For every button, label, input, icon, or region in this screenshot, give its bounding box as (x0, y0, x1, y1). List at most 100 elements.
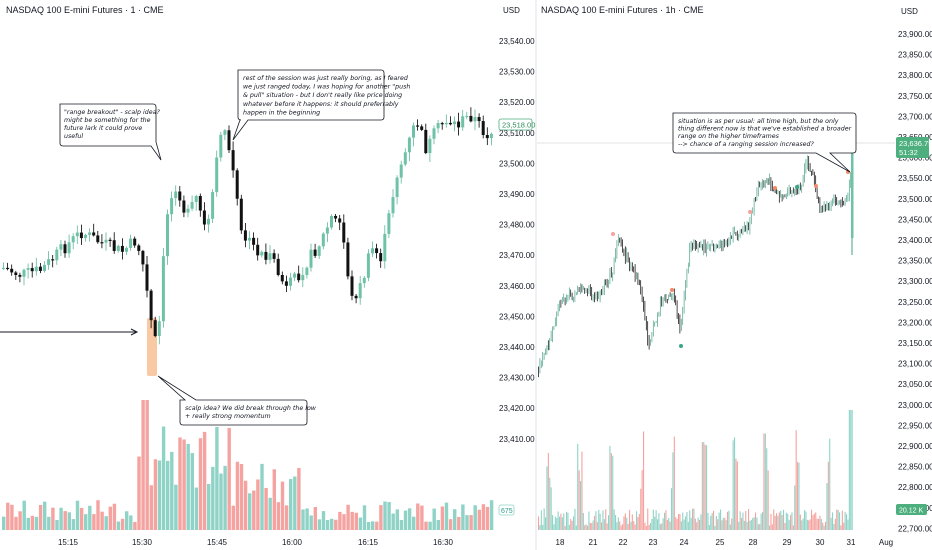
volume-bar (38, 504, 43, 530)
volume-bar (841, 510, 843, 530)
volume-bar (631, 514, 633, 530)
candle-body (120, 245, 124, 252)
left-callout-scalp-idea[interactable]: scalp idea? We did break through the low… (157, 375, 317, 426)
volume-bar (809, 519, 811, 530)
volume-bar (18, 511, 22, 530)
price-tick-label: 23,440.00 (499, 343, 535, 352)
volume-bar (170, 451, 174, 530)
volume-bar (141, 400, 145, 530)
left-volume-badge: 675 (498, 504, 515, 516)
volume-bar (612, 455, 614, 530)
left-volume-bars (2, 400, 494, 530)
candle-body (489, 133, 493, 139)
candle-body (457, 121, 461, 128)
volume-bar (825, 521, 827, 530)
candle-body (276, 258, 280, 275)
candle-body (371, 248, 374, 254)
price-tick-label: 22,950.00 (898, 421, 932, 430)
volume-bar (843, 522, 845, 530)
candle-body (477, 117, 481, 122)
volume-bar (538, 516, 540, 530)
candle-body (190, 201, 194, 209)
candle-body (284, 281, 288, 286)
right-price-axis[interactable]: 23,900.00 23,850.00 23,800.00 23,750.00 23,7… (898, 30, 932, 533)
candle-body (47, 259, 51, 265)
volume-bar (840, 525, 842, 530)
volume-bar (550, 487, 552, 530)
candle-body (63, 244, 67, 254)
price-tick-label: 23,470.00 (499, 251, 535, 260)
volume-bar (676, 518, 678, 530)
left-time-axis[interactable]: 15:15 15:30 15:45 16:00 16:15 16:30 (58, 538, 454, 547)
volume-bar (539, 525, 541, 530)
volume-bar (850, 410, 852, 530)
candle-body (461, 116, 465, 128)
volume-bar (658, 513, 660, 530)
volume-bar (755, 512, 757, 530)
volume-bar (557, 511, 559, 530)
volume-bar (763, 433, 765, 530)
volume-bar (613, 509, 615, 530)
candle-body (243, 230, 247, 241)
volume-bar (610, 453, 612, 530)
volume-bar (190, 453, 194, 530)
left-price-axis[interactable]: 23,540.0023,530.0023,520.0023,510.0023,5… (499, 37, 535, 444)
volume-bar (622, 524, 624, 530)
volume-bar (687, 521, 689, 530)
left-callout-session-boring[interactable]: rest of the session was just really bori… (232, 69, 410, 141)
volume-bar (194, 487, 199, 530)
candle-body (289, 277, 292, 286)
right-time-axis[interactable]: 18 21 22 23 24 25 28 29 30 31 Aug (556, 538, 894, 547)
price-tick-label: 23,200.00 (898, 318, 932, 327)
right-chart-pane[interactable]: NASDAQ 100 E-mini Futures · 1h · CME USD… (537, 5, 932, 547)
candle-body (301, 274, 305, 281)
volume-bar (601, 522, 603, 530)
candle-body (141, 250, 145, 265)
volume-bar (198, 438, 203, 530)
volume-bar (633, 521, 635, 530)
left-callout-session-boring-text: rest of the session was just really bori… (243, 74, 410, 116)
volume-bar (685, 516, 687, 530)
candle-body (207, 218, 210, 225)
left-candles (2, 107, 493, 345)
volume-bar (701, 442, 703, 530)
volume-bar (104, 516, 108, 530)
volume-bar (721, 520, 723, 530)
time-tick-label: 23 (649, 538, 658, 547)
volume-bar (645, 525, 647, 530)
volume-bar (839, 512, 841, 530)
time-tick-label: 25 (716, 538, 725, 547)
volume-bar (608, 515, 610, 530)
volume-bar (771, 524, 773, 530)
candle-body (79, 232, 83, 239)
right-currency-label[interactable]: USD (901, 7, 918, 16)
candle-body (145, 264, 149, 291)
volume-bar (574, 508, 576, 530)
left-callout-range-breakout[interactable]: "range breakout" - scalp idea? might be s… (59, 103, 162, 161)
volume-bar (694, 518, 696, 530)
price-tick-label: 23,350.00 (898, 257, 932, 266)
volume-bar (587, 525, 589, 530)
left-currency-label[interactable]: USD (503, 6, 520, 15)
volume-bar (59, 507, 63, 530)
price-tick-label: 23,480.00 (499, 221, 535, 230)
candle-body (157, 321, 161, 337)
right-current-price: 23,636.75 (899, 139, 932, 148)
candle-body (354, 295, 358, 299)
left-chart-pane[interactable]: NASDAQ 100 E-mini Futures · 1 · CME USD … (0, 5, 535, 547)
volume-bar (826, 483, 828, 530)
volume-bar (215, 426, 219, 530)
right-callout-ath[interactable]: situation is as per usual: all time high… (672, 112, 857, 173)
price-tick-label: 23,250.00 (898, 298, 932, 307)
volume-bar (620, 525, 622, 530)
volume-bar (784, 522, 786, 530)
volume-bar (67, 512, 71, 530)
volume-bar (836, 509, 838, 530)
candle-body (112, 240, 116, 251)
volume-bar (223, 465, 227, 530)
trade-marker (679, 344, 683, 348)
volume-bar (792, 525, 794, 530)
volume-bar (420, 505, 424, 530)
volume-bar (666, 519, 668, 530)
volume-bar (96, 500, 100, 530)
